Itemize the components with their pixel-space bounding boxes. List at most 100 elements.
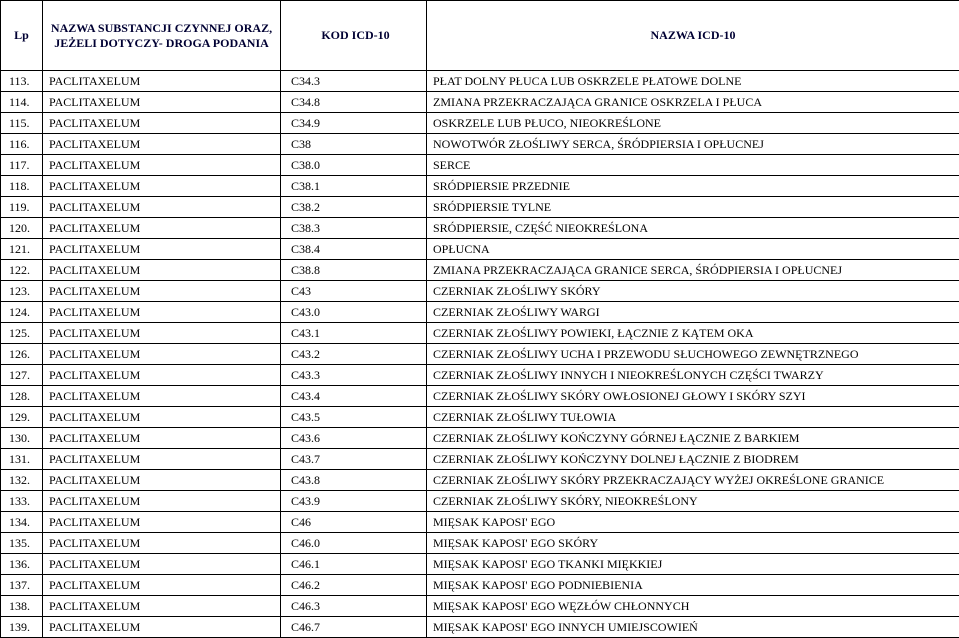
cell-lp: 129. [1, 407, 43, 428]
cell-substance: PACLITAXELUM [43, 344, 281, 365]
cell-lp: 118. [1, 176, 43, 197]
cell-name: CZERNIAK ZŁOŚLIWY WARGI [427, 302, 959, 323]
cell-lp: 139. [1, 617, 43, 638]
cell-name: CZERNIAK ZŁOŚLIWY KOŃCZYNY GÓRNEJ ŁĄCZNI… [427, 428, 959, 449]
cell-code: C43.5 [281, 407, 427, 428]
cell-substance: PACLITAXELUM [43, 134, 281, 155]
cell-name: MIĘSAK KAPOSI' EGO SKÓRY [427, 533, 959, 554]
table-row: 128.PACLITAXELUMC43.4CZERNIAK ZŁOŚLIWY S… [1, 386, 959, 407]
cell-lp: 135. [1, 533, 43, 554]
cell-substance: PACLITAXELUM [43, 512, 281, 533]
header-lp: Lp [1, 1, 43, 71]
cell-substance: PACLITAXELUM [43, 386, 281, 407]
cell-code: C38 [281, 134, 427, 155]
table-row: 136.PACLITAXELUMC46.1MIĘSAK KAPOSI' EGO … [1, 554, 959, 575]
header-code: KOD ICD-10 [281, 1, 427, 71]
cell-lp: 120. [1, 218, 43, 239]
cell-name: CZERNIAK ZŁOŚLIWY SKÓRY OWŁOSIONEJ GŁOWY… [427, 386, 959, 407]
cell-code: C34.3 [281, 71, 427, 92]
cell-name: MIĘSAK KAPOSI' EGO TKANKI MIĘKKIEJ [427, 554, 959, 575]
cell-code: C43.7 [281, 449, 427, 470]
cell-substance: PACLITAXELUM [43, 407, 281, 428]
cell-substance: PACLITAXELUM [43, 428, 281, 449]
cell-substance: PACLITAXELUM [43, 197, 281, 218]
cell-lp: 136. [1, 554, 43, 575]
cell-code: C46.1 [281, 554, 427, 575]
cell-lp: 115. [1, 113, 43, 134]
cell-substance: PACLITAXELUM [43, 449, 281, 470]
cell-code: C38.3 [281, 218, 427, 239]
cell-name: OPŁUCNA [427, 239, 959, 260]
cell-code: C46.7 [281, 617, 427, 638]
cell-code: C43.8 [281, 470, 427, 491]
cell-name: CZERNIAK ZŁOŚLIWY SKÓRY, NIEOKREŚLONY [427, 491, 959, 512]
cell-substance: PACLITAXELUM [43, 323, 281, 344]
cell-substance: PACLITAXELUM [43, 491, 281, 512]
cell-lp: 128. [1, 386, 43, 407]
table-row: 131.PACLITAXELUMC43.7CZERNIAK ZŁOŚLIWY K… [1, 449, 959, 470]
cell-code: C34.9 [281, 113, 427, 134]
cell-substance: PACLITAXELUM [43, 617, 281, 638]
cell-lp: 117. [1, 155, 43, 176]
table-row: 115.PACLITAXELUMC34.9OSKRZELE LUB PŁUCO,… [1, 113, 959, 134]
cell-substance: PACLITAXELUM [43, 155, 281, 176]
cell-substance: PACLITAXELUM [43, 281, 281, 302]
cell-code: C43.3 [281, 365, 427, 386]
cell-name: NOWOTWÓR ZŁOŚLIWY SERCA, ŚRÓDPIERSIA I O… [427, 134, 959, 155]
table-row: 134.PACLITAXELUMC46MIĘSAK KAPOSI' EGO [1, 512, 959, 533]
table-row: 120.PACLITAXELUMC38.3SRÓDPIERSIE, CZĘŚĆ … [1, 218, 959, 239]
table-row: 113.PACLITAXELUMC34.3PŁAT DOLNY PŁUCA LU… [1, 71, 959, 92]
table-row: 129.PACLITAXELUMC43.5CZERNIAK ZŁOŚLIWY T… [1, 407, 959, 428]
header-substance: NAZWA SUBSTANCJI CZYNNEJ ORAZ, JEŻELI DO… [43, 1, 281, 71]
cell-code: C38.0 [281, 155, 427, 176]
cell-code: C43.4 [281, 386, 427, 407]
cell-substance: PACLITAXELUM [43, 533, 281, 554]
cell-lp: 113. [1, 71, 43, 92]
cell-lp: 133. [1, 491, 43, 512]
table-row: 138.PACLITAXELUMC46.3MIĘSAK KAPOSI' EGO … [1, 596, 959, 617]
table-row: 137.PACLITAXELUMC46.2MIĘSAK KAPOSI' EGO … [1, 575, 959, 596]
cell-name: SRÓDPIERSIE PRZEDNIE [427, 176, 959, 197]
cell-name: MIĘSAK KAPOSI' EGO [427, 512, 959, 533]
cell-lp: 130. [1, 428, 43, 449]
cell-lp: 137. [1, 575, 43, 596]
cell-name: CZERNIAK ZŁOŚLIWY POWIEKI, ŁĄCZNIE Z KĄT… [427, 323, 959, 344]
cell-lp: 134. [1, 512, 43, 533]
icd-table: Lp NAZWA SUBSTANCJI CZYNNEJ ORAZ, JEŻELI… [0, 0, 959, 638]
cell-substance: PACLITAXELUM [43, 365, 281, 386]
cell-substance: PACLITAXELUM [43, 113, 281, 134]
table-row: 123.PACLITAXELUMC43CZERNIAK ZŁOŚLIWY SKÓ… [1, 281, 959, 302]
cell-substance: PACLITAXELUM [43, 470, 281, 491]
cell-substance: PACLITAXELUM [43, 596, 281, 617]
cell-code: C38.8 [281, 260, 427, 281]
cell-substance: PACLITAXELUM [43, 218, 281, 239]
cell-code: C43.2 [281, 344, 427, 365]
cell-substance: PACLITAXELUM [43, 302, 281, 323]
table-row: 126.PACLITAXELUMC43.2CZERNIAK ZŁOŚLIWY U… [1, 344, 959, 365]
cell-code: C46.3 [281, 596, 427, 617]
cell-name: SRÓDPIERSIE TYLNE [427, 197, 959, 218]
cell-name: CZERNIAK ZŁOŚLIWY SKÓRY [427, 281, 959, 302]
cell-lp: 114. [1, 92, 43, 113]
cell-substance: PACLITAXELUM [43, 260, 281, 281]
cell-name: ZMIANA PRZEKRACZAJĄCA GRANICE SERCA, ŚRÓ… [427, 260, 959, 281]
cell-name: CZERNIAK ZŁOŚLIWY KOŃCZYNY DOLNEJ ŁĄCZNI… [427, 449, 959, 470]
table-row: 114.PACLITAXELUMC34.8ZMIANA PRZEKRACZAJĄ… [1, 92, 959, 113]
table-row: 121.PACLITAXELUMC38.4OPŁUCNA [1, 239, 959, 260]
cell-lp: 138. [1, 596, 43, 617]
table-row: 117.PACLITAXELUMC38.0SERCE [1, 155, 959, 176]
table-row: 119.PACLITAXELUMC38.2SRÓDPIERSIE TYLNE [1, 197, 959, 218]
cell-lp: 124. [1, 302, 43, 323]
table-row: 139.PACLITAXELUMC46.7MIĘSAK KAPOSI' EGO … [1, 617, 959, 638]
cell-code: C46.0 [281, 533, 427, 554]
cell-name: MIĘSAK KAPOSI' EGO INNYCH UMIEJSCOWIEŃ [427, 617, 959, 638]
cell-code: C43.9 [281, 491, 427, 512]
cell-lp: 119. [1, 197, 43, 218]
cell-code: C46.2 [281, 575, 427, 596]
cell-code: C43 [281, 281, 427, 302]
cell-code: C43.0 [281, 302, 427, 323]
table-row: 116.PACLITAXELUMC38NOWOTWÓR ZŁOŚLIWY SER… [1, 134, 959, 155]
cell-substance: PACLITAXELUM [43, 176, 281, 197]
cell-substance: PACLITAXELUM [43, 575, 281, 596]
cell-name: CZERNIAK ZŁOŚLIWY SKÓRY PRZEKRACZAJĄCY W… [427, 470, 959, 491]
